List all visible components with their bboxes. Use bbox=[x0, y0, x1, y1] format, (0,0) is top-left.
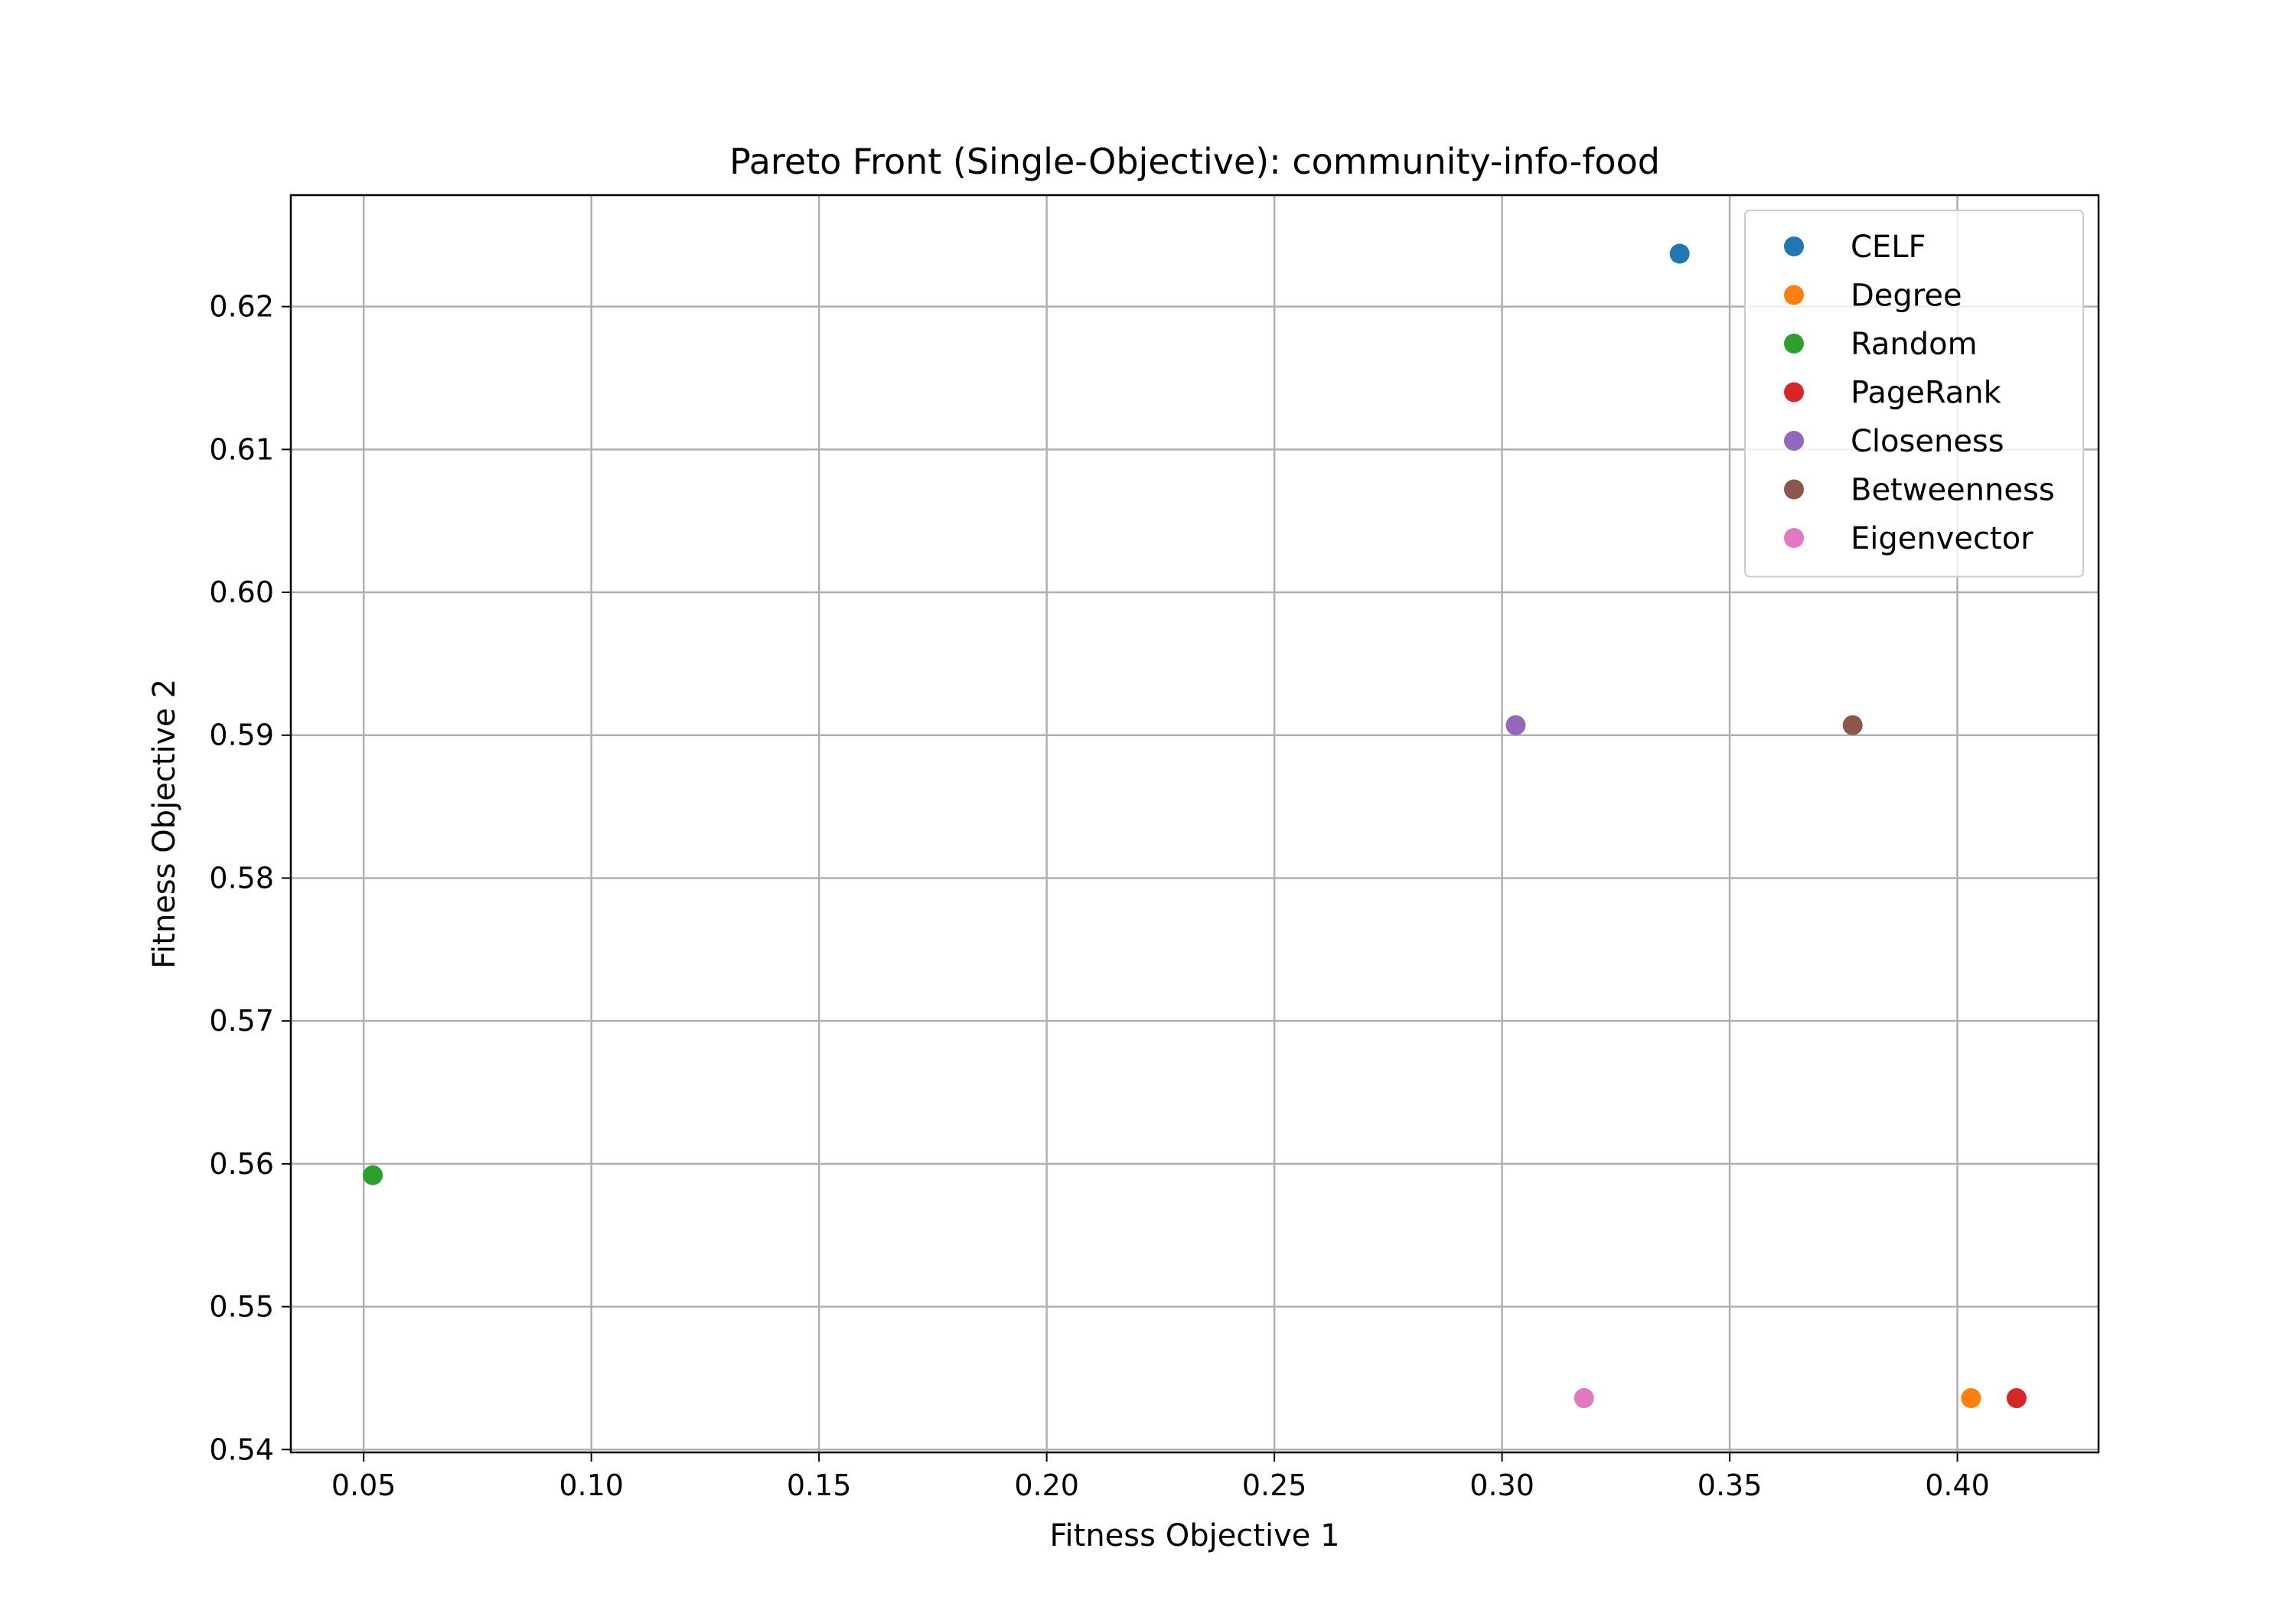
y-tick-label: 0.58 bbox=[209, 861, 274, 895]
data-points bbox=[363, 243, 2027, 1409]
y-tick-label: 0.54 bbox=[209, 1433, 274, 1466]
y-tick-label: 0.62 bbox=[209, 290, 274, 324]
legend-marker-random bbox=[1784, 334, 1804, 354]
legend-marker-betweenness bbox=[1784, 479, 1804, 500]
y-tick-label: 0.61 bbox=[209, 432, 274, 466]
data-point-celf bbox=[1669, 243, 1690, 264]
data-point-betweenness bbox=[1842, 715, 1863, 735]
x-tick-label: 0.40 bbox=[1925, 1468, 1990, 1502]
legend-marker-pagerank bbox=[1784, 382, 1804, 403]
x-tick-label: 0.15 bbox=[787, 1468, 852, 1502]
x-tick-label: 0.30 bbox=[1469, 1468, 1534, 1502]
legend: CELF Degree Random PageRank Closeness Between… bbox=[1744, 210, 2084, 578]
data-point-pagerank bbox=[2006, 1388, 2027, 1409]
legend-marker-celf bbox=[1784, 236, 1804, 256]
legend-label-pagerank: PageRank bbox=[1851, 376, 2002, 411]
x-axis-label: Fitness Objective 1 bbox=[1049, 1518, 1339, 1553]
x-tick-label: 0.05 bbox=[331, 1468, 396, 1502]
y-axis-ticks: 0.54 0.55 0.56 0.57 0.58 0.59 0.60 0.61 0.62 bbox=[209, 290, 291, 1466]
y-axis-label: Fitness Objective 2 bbox=[147, 679, 182, 969]
legend-label-random: Random bbox=[1851, 327, 1978, 362]
plot-frame bbox=[289, 194, 2100, 1454]
legend-marker-closeness bbox=[1784, 431, 1804, 451]
y-tick-label: 0.60 bbox=[209, 575, 274, 609]
y-tick-label: 0.55 bbox=[209, 1290, 274, 1324]
chart-title: Pareto Front (Single-Objective): communi… bbox=[729, 141, 1660, 182]
x-tick-label: 0.35 bbox=[1698, 1468, 1763, 1502]
legend-label-betweenness: Betweenness bbox=[1851, 473, 2055, 508]
y-tick-label: 0.56 bbox=[209, 1147, 274, 1181]
x-tick-label: 0.10 bbox=[559, 1468, 624, 1502]
legend-label-eigenvector: Eigenvector bbox=[1851, 521, 2033, 556]
x-tick-label: 0.20 bbox=[1014, 1468, 1079, 1502]
legend-marker-degree bbox=[1784, 285, 1804, 305]
x-tick-label: 0.25 bbox=[1242, 1468, 1307, 1502]
x-axis-ticks: 0.05 0.10 0.15 0.20 0.25 0.30 0.35 0.40 bbox=[331, 1452, 1990, 1502]
y-tick-label: 0.59 bbox=[209, 719, 274, 752]
data-point-random bbox=[363, 1165, 383, 1185]
data-point-degree bbox=[1961, 1388, 1981, 1409]
data-point-closeness bbox=[1505, 715, 1526, 735]
legend-box bbox=[1744, 210, 2084, 578]
legend-marker-eigenvector bbox=[1784, 528, 1804, 548]
legend-label-celf: CELF bbox=[1851, 230, 1926, 265]
data-point-eigenvector bbox=[1574, 1388, 1594, 1409]
y-tick-label: 0.57 bbox=[209, 1004, 274, 1038]
legend-label-closeness: Closeness bbox=[1851, 424, 2004, 459]
legend-label-degree: Degree bbox=[1851, 279, 1962, 314]
